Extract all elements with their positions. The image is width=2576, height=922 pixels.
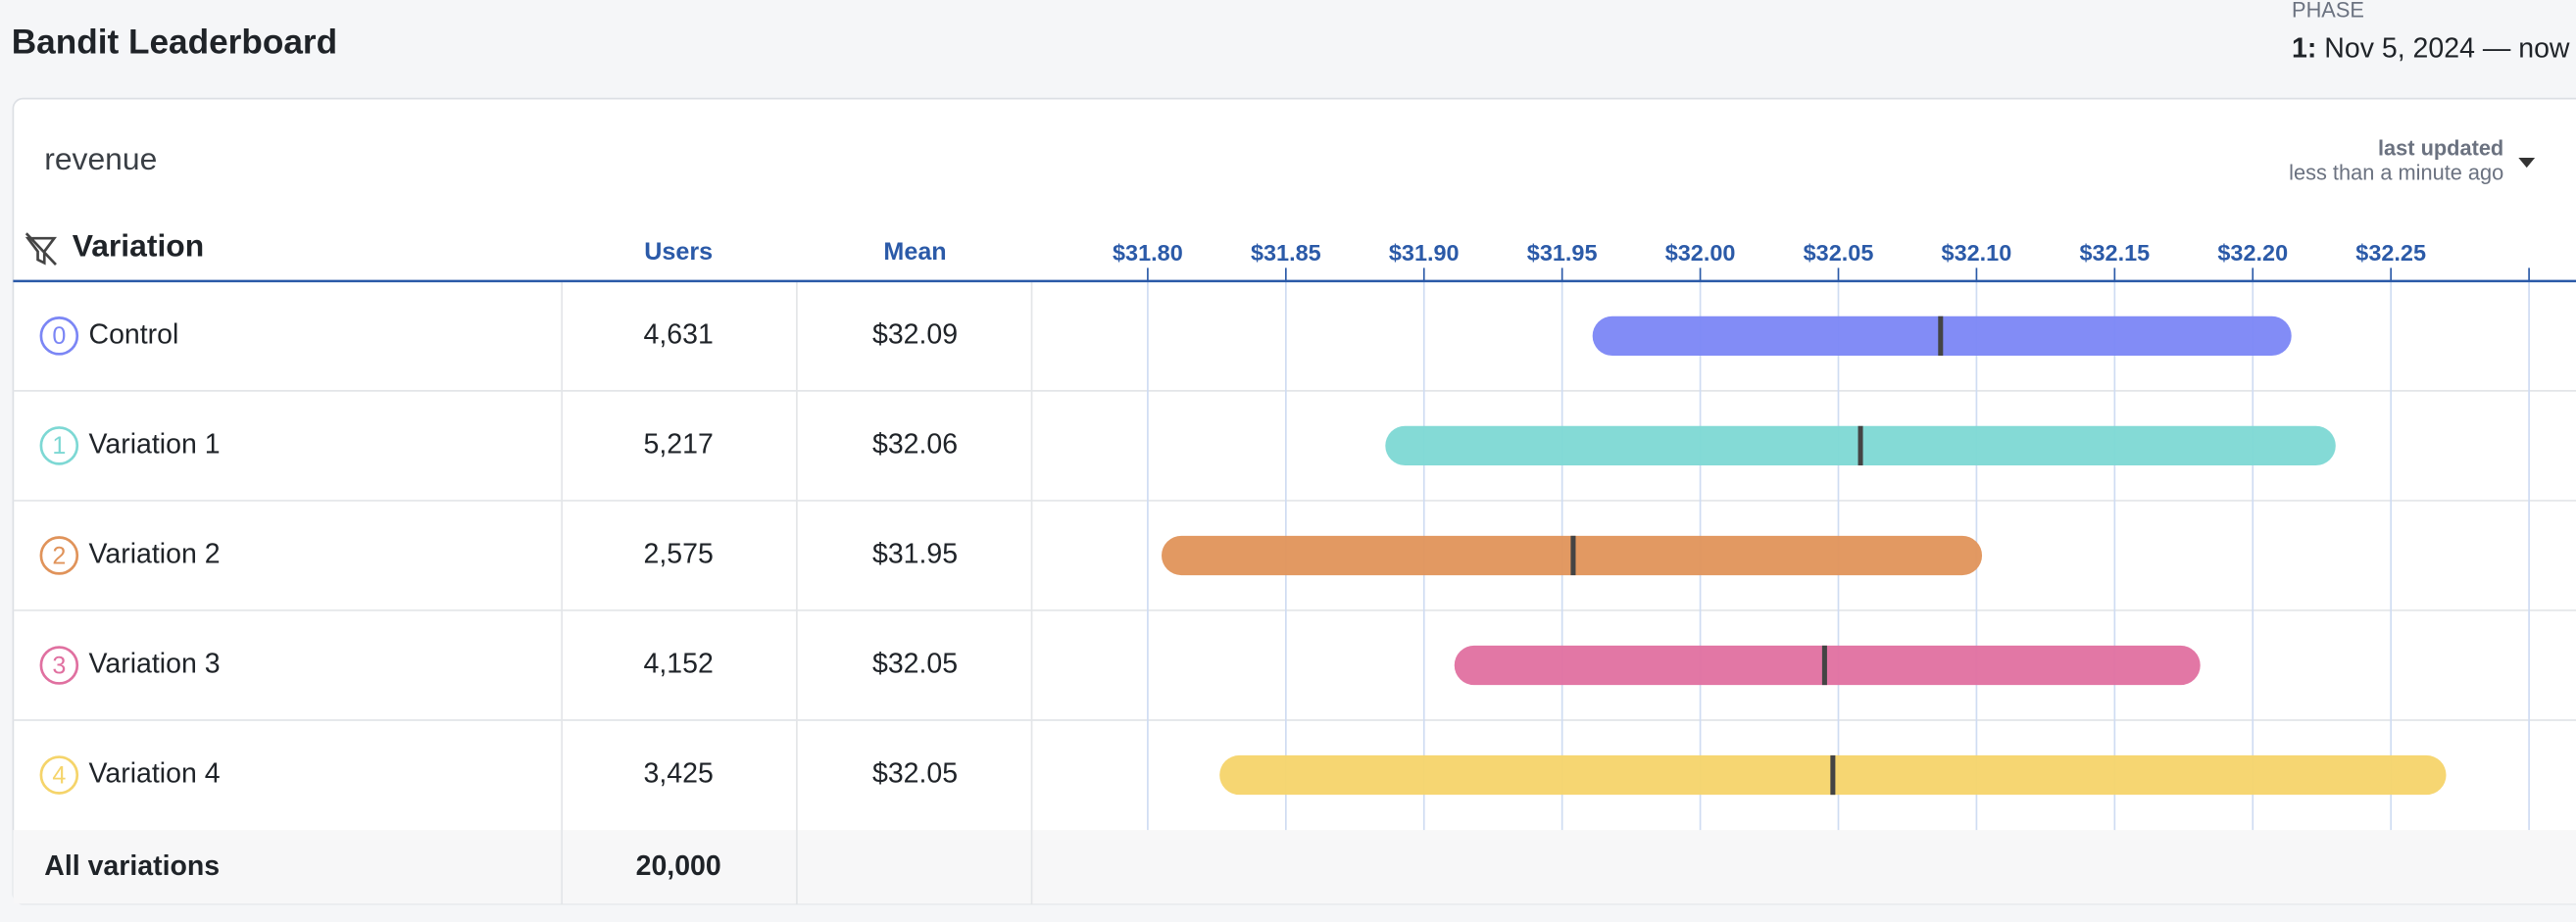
updated-label: last updated (2378, 135, 2503, 160)
x-tick-label: $32.20 (2217, 240, 2288, 266)
users-cell: 4,631 (644, 318, 714, 350)
updated-time: less than a minute ago (2289, 161, 2503, 185)
variation-badge (39, 316, 79, 356)
x-tick-label: $31.90 (1389, 240, 1460, 266)
variation-index: 4 (52, 761, 66, 789)
phase-label: PHASE (2292, 0, 2364, 22)
users-cell: 3,425 (644, 758, 714, 790)
x-tick-label: $32.10 (1942, 240, 2012, 266)
total-users: 20,000 (636, 850, 721, 882)
phase-dates: Nov 5, 2024 — now (2324, 32, 2570, 64)
x-tick-label: $32.25 (2355, 240, 2426, 266)
variation-index: 2 (52, 542, 66, 569)
metric-name: revenue (44, 141, 157, 176)
total-label: All variations (44, 850, 220, 882)
mean-marker (1858, 425, 1863, 466)
variation-badge (39, 426, 79, 465)
variation-badge (39, 646, 79, 685)
variation-name: Variation 2 (89, 538, 221, 569)
column-header: Variation (73, 228, 204, 264)
grid: $31.80 $31.85 $31.90 $31.95 $32.00 $32.05 $32.… (13, 240, 2576, 904)
users-cell: 4,152 (644, 649, 714, 680)
mean-marker (1938, 315, 1944, 356)
mean-cell: $32.05 (872, 758, 958, 790)
column-header: Users (644, 238, 713, 266)
variation-index: 0 (52, 322, 66, 350)
mean-marker (1821, 645, 1827, 686)
x-tick-label: $32.15 (2079, 240, 2150, 266)
footer-row (13, 830, 2576, 904)
users-cell: 5,217 (644, 428, 714, 460)
mean-marker (1570, 535, 1576, 576)
mean-cell: $32.05 (872, 649, 958, 680)
column-header: Mean (883, 238, 946, 266)
dropdown-caret[interactable] (2518, 158, 2536, 169)
variation-name: Variation 1 (89, 428, 221, 460)
variation-index: 1 (52, 432, 66, 460)
filter-icon[interactable] (25, 232, 57, 266)
x-tick-label: $31.85 (1251, 240, 1321, 266)
x-tick-label: $31.80 (1113, 240, 1183, 266)
variation-index: 3 (52, 652, 66, 679)
variation-badge (39, 755, 79, 795)
mean-cell: $32.06 (872, 428, 958, 460)
x-tick-label: $32.00 (1665, 240, 1736, 266)
page-title: Bandit Leaderboard (12, 24, 337, 62)
rows: 0 Control 4,631 $32.09 1 Variation 1 5,217 $32.… (39, 315, 2447, 796)
variation-badge (39, 536, 79, 575)
variation-name: Variation 4 (89, 758, 221, 790)
x-tick-label: $31.95 (1527, 240, 1598, 266)
users-cell: 2,575 (644, 538, 714, 569)
interval-bar (1454, 645, 2201, 686)
variation-name: Variation 3 (89, 649, 221, 680)
mean-cell: $31.95 (872, 538, 958, 569)
mean-marker (1830, 754, 1836, 796)
x-tick-label: $32.05 (1804, 240, 1874, 266)
mean-cell: $32.09 (872, 318, 958, 350)
phase-number: 1: (2292, 32, 2316, 64)
phase[interactable]: 1: Nov 5, 2024 — now (2292, 32, 2570, 64)
variation-name: Control (89, 318, 179, 350)
